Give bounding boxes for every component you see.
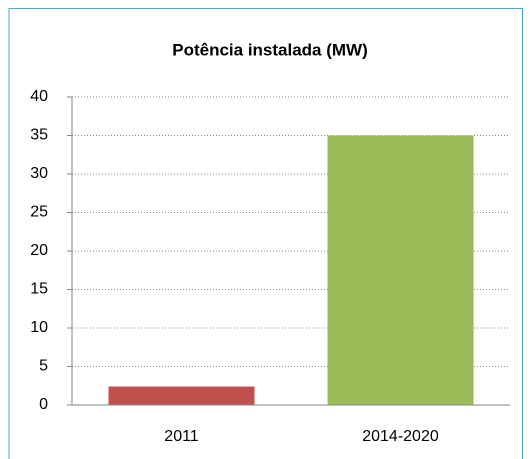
- y-tick-label: 5: [39, 358, 48, 375]
- y-tick-label: 0: [39, 396, 48, 413]
- x-tick-label: 2011: [164, 428, 199, 445]
- x-tick-label: 2014-2020: [362, 428, 439, 445]
- y-tick-label: 10: [30, 319, 48, 336]
- y-tick-label: 20: [30, 242, 48, 259]
- y-tick-label: 25: [30, 204, 48, 221]
- bar: [327, 135, 474, 405]
- y-tick-label: 40: [30, 88, 48, 105]
- y-tick-label: 15: [30, 281, 48, 298]
- y-tick-label: 35: [30, 127, 48, 144]
- bar: [108, 386, 255, 405]
- chart-title: Potência instalada (MW): [172, 40, 368, 59]
- chart-frame: [8, 8, 523, 459]
- y-tick-label: 30: [30, 165, 48, 182]
